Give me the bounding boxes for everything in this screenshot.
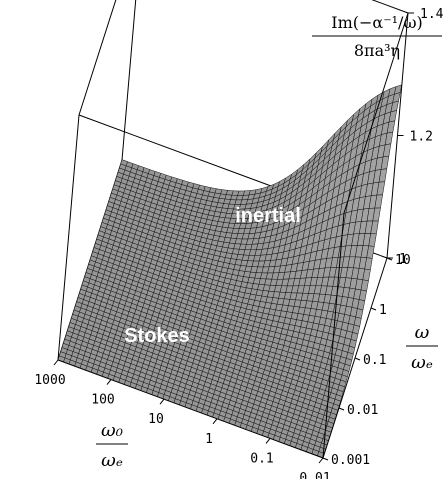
- y-axis-label: ω ωₑ: [406, 322, 438, 373]
- y-tick-label: 0.01: [347, 403, 378, 418]
- y-tick-mark: [322, 457, 329, 461]
- y-tick-label: 0.1: [363, 353, 386, 368]
- surface-mesh: [57, 84, 403, 459]
- x-label-denominator: ωₑ: [101, 450, 123, 471]
- box-edge: [121, 0, 137, 161]
- x-tick-mark: [265, 438, 271, 444]
- y-label-denominator: ωₑ: [411, 352, 433, 373]
- x-tick-label: 100: [91, 393, 114, 408]
- y-tick-label: 0.001: [331, 453, 370, 468]
- box-edge: [57, 114, 80, 361]
- x-tick-label: 10: [148, 412, 164, 427]
- x-tick-label: 1: [205, 432, 213, 447]
- x-tick-mark: [106, 379, 112, 385]
- x-tick-mark: [53, 359, 59, 366]
- annotation-stokes: Stokes: [124, 325, 190, 347]
- y-tick-mark: [338, 407, 345, 411]
- x-tick-label: 0.01: [299, 471, 330, 479]
- y-tick-label: 10: [395, 253, 411, 268]
- y-tick-mark: [370, 307, 377, 311]
- y-tick-label: 1: [379, 303, 387, 318]
- x-tick-mark: [159, 398, 165, 405]
- x-tick-mark: [212, 418, 218, 425]
- y-label-numerator: ω: [415, 322, 430, 343]
- box-edge: [322, 212, 345, 459]
- x-axis-label: ω₀ ωₑ: [96, 420, 128, 471]
- z-tick-label: 1: [399, 252, 407, 267]
- x-tick-mark: [318, 457, 324, 464]
- z-tick-label: 1.4: [420, 7, 444, 22]
- x-label-numerator: ω₀: [101, 420, 123, 441]
- box-edge: [78, 0, 117, 116]
- z-label-denominator: 8πa³η: [354, 41, 400, 60]
- x-tick-label: 1000: [34, 373, 65, 388]
- bounding-box-front: [57, 12, 409, 459]
- z-axis-label: Im(−α⁻¹/ω) 8πa³η: [312, 13, 442, 60]
- z-label-numerator: Im(−α⁻¹/ω): [331, 13, 422, 32]
- x-tick-label: 0.1: [250, 451, 273, 466]
- box-edge: [371, 0, 409, 14]
- y-tick-mark: [354, 357, 361, 361]
- box-edge: [343, 12, 409, 214]
- box-edge: [57, 359, 324, 459]
- z-tick-label: 1.2: [410, 130, 433, 145]
- annotation-inertial: inertial: [235, 205, 301, 227]
